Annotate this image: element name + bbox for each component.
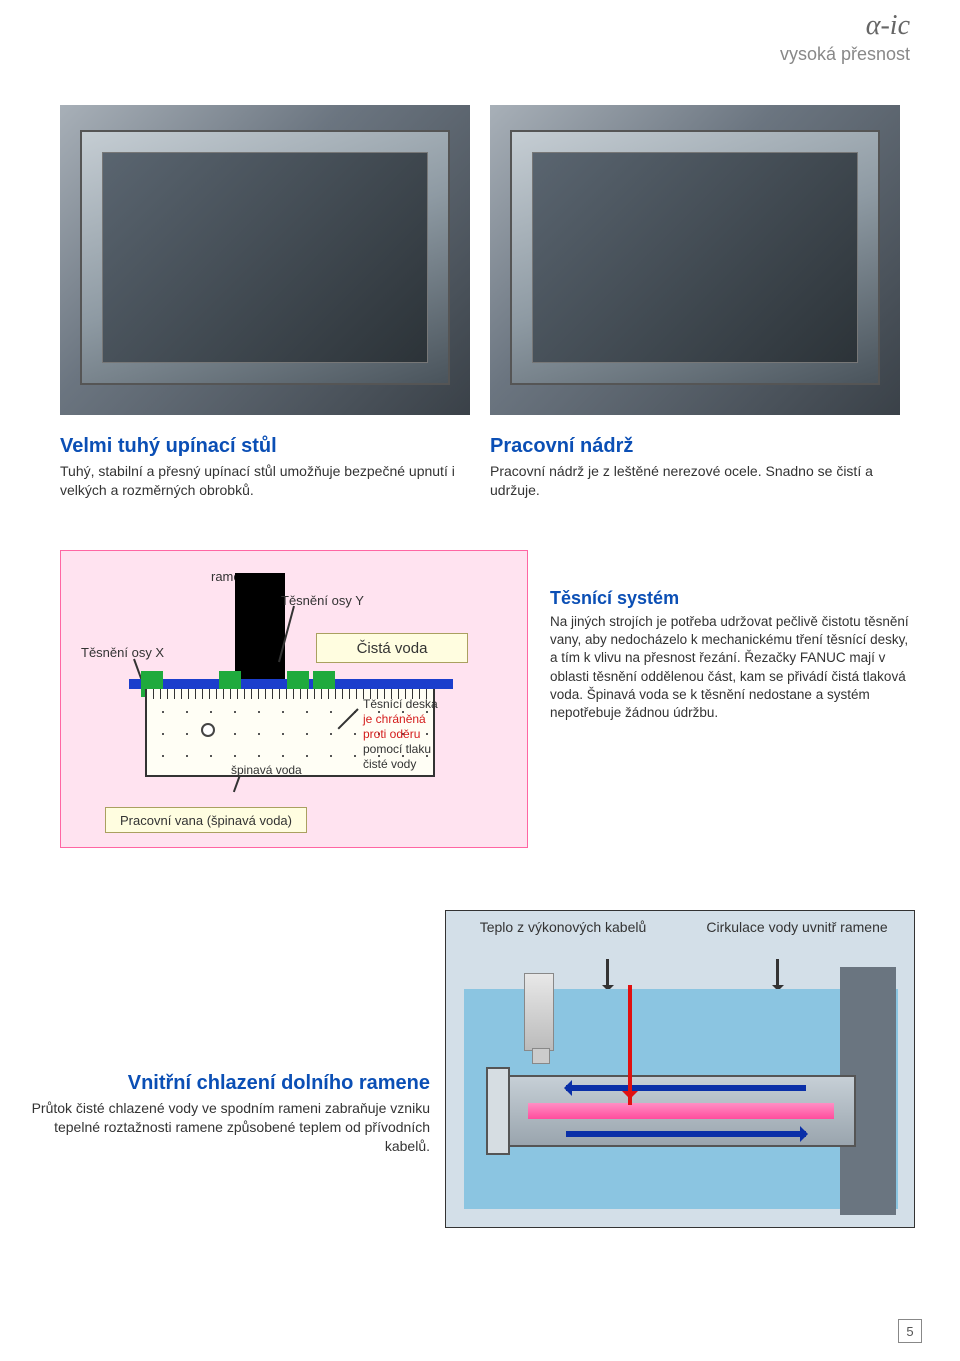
sealing-system-text: Těsnící systém Na jiných strojích je pot… [550,588,910,722]
plate-line-red: je chráněná [363,712,426,726]
cooling-text: Vnitřní chlazení dolního ramene Průtok č… [30,1072,430,1156]
section-title: Těsnící systém [550,588,910,609]
nozzle [524,973,554,1051]
flow-arrow-out [566,1131,806,1137]
work-tank-box: Pracovní vana (špinavá voda) [105,807,307,833]
clean-water-box: Čistá voda [316,633,468,663]
cable-heat-bar [528,1103,834,1119]
dirty-water-arrow [233,775,241,793]
cooling-labels: Teplo z výkonových kabelů Cirkulace vody… [446,919,914,935]
section-clamping-table: Velmi tuhý upínací stůl Tuhý, stabilní a… [60,435,460,500]
brand-logo: α-ic [780,10,910,42]
section-body: Pracovní nádrž je z leštěné nerezové oce… [490,462,890,500]
circulation-label: Cirkulace vody uvnitř ramene [692,919,903,935]
section-title: Pracovní nádrž [490,435,890,458]
heat-arrow [628,985,632,1105]
flow-arrow-in [566,1085,806,1091]
plate-line: Těsnící deska [363,697,438,711]
x-seal-label: Těsnění osy X [81,645,164,660]
seal-plate-caption: Těsnící deska je chráněná proti oděru po… [363,697,483,772]
plate-line-red: proti oděru [363,727,420,741]
plate-line: pomocí tlaku [363,742,431,756]
section-body: Průtok čisté chlazené vody ve spodním ra… [30,1099,430,1156]
plate-line: čisté vody [363,757,416,771]
heat-label: Teplo z výkonových kabelů [458,919,669,935]
section-title: Velmi tuhý upínací stůl [60,435,460,458]
shaft-cap [486,1067,510,1155]
cooling-diagram: Teplo z výkonových kabelů Cirkulace vody… [445,910,915,1228]
header-subtitle: vysoká přesnost [780,44,910,65]
dirty-water-label: špinavá voda [231,763,302,777]
photo-work-tank [490,105,900,415]
page-number: 5 [898,1319,922,1343]
section-title: Vnitřní chlazení dolního ramene [30,1072,430,1095]
section-body: Tuhý, stabilní a přesný upínací stůl umo… [60,462,460,500]
photo-row [60,105,900,415]
photo-clamping-table [60,105,470,415]
section-body: Na jiných strojích je potřeba udržovat p… [550,613,910,722]
page-header: α-ic vysoká přesnost [780,10,910,65]
sealing-system-diagram: rameno Těsnění osy Y Těsnění osy X Čistá… [60,550,528,848]
tank-port [201,723,215,737]
section-work-tank: Pracovní nádrž Pracovní nádrž je z leště… [490,435,890,500]
